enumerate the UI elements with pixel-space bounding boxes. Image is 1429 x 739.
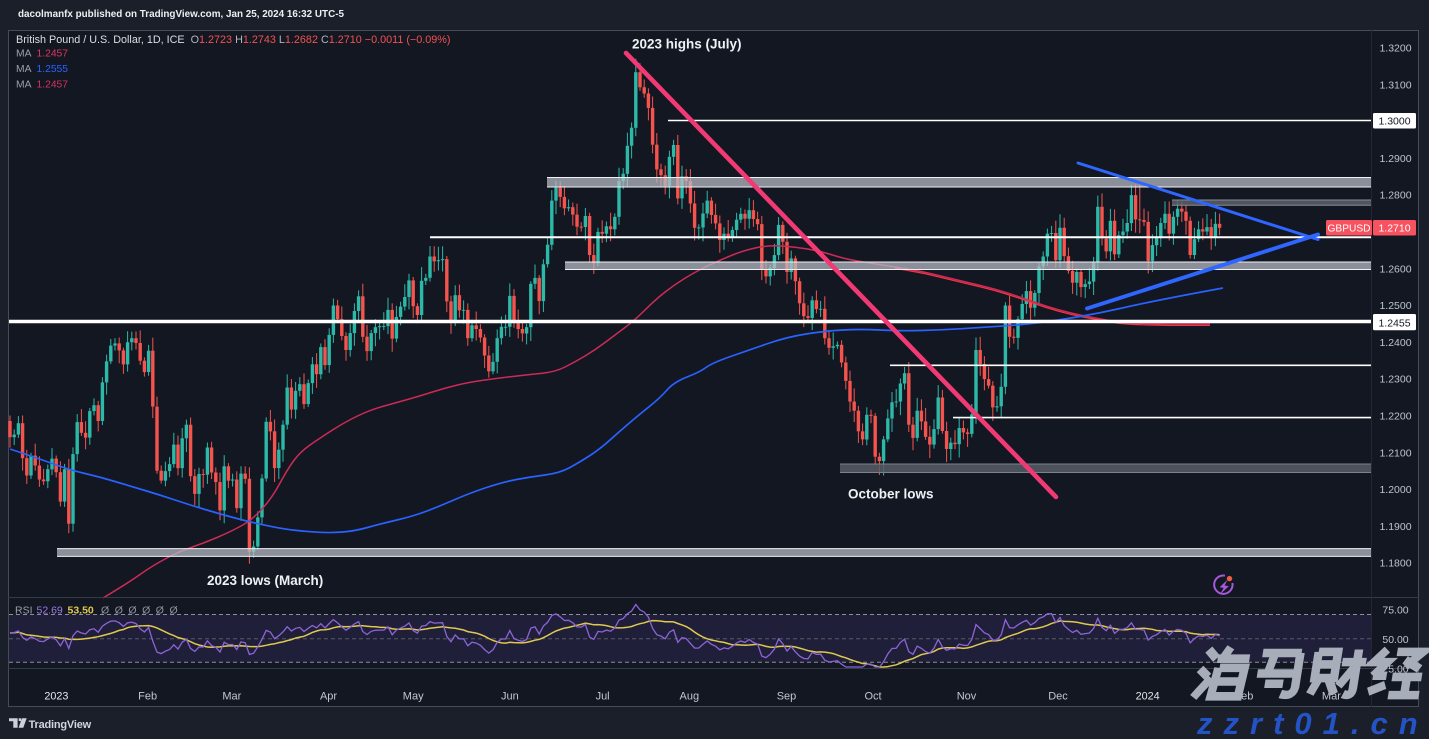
svg-text:TradingView: TradingView	[29, 719, 92, 731]
svg-text:1.2900: 1.2900	[1379, 153, 1411, 165]
svg-text:MA 1.2457: MA 1.2457	[16, 49, 68, 60]
svg-text:1.2600: 1.2600	[1379, 263, 1411, 275]
svg-text:52.69: 52.69	[37, 605, 63, 617]
svg-text:1.2000: 1.2000	[1379, 484, 1411, 496]
svg-text:zzrt01.cn: zzrt01.cn	[1196, 706, 1429, 739]
svg-text:Oct: Oct	[864, 691, 881, 703]
svg-text:1.3100: 1.3100	[1379, 79, 1411, 91]
svg-text:Ø: Ø	[128, 605, 136, 617]
svg-text:Ø: Ø	[142, 605, 150, 617]
svg-text:1.3000: 1.3000	[1378, 116, 1410, 128]
svg-text:MA 1.2457: MA 1.2457	[16, 80, 68, 91]
svg-text:Nov: Nov	[957, 691, 977, 703]
svg-text:Ø: Ø	[101, 605, 109, 617]
svg-text:May: May	[403, 691, 424, 703]
svg-text:1.2500: 1.2500	[1379, 300, 1411, 312]
svg-text:75.00: 75.00	[1382, 604, 1408, 616]
svg-text:1.2455: 1.2455	[1378, 317, 1410, 329]
svg-text:Jul: Jul	[596, 691, 610, 703]
svg-text:1.2100: 1.2100	[1379, 447, 1411, 459]
svg-text:Ø: Ø	[115, 605, 123, 617]
svg-text:50.00: 50.00	[1382, 634, 1408, 646]
svg-text:Mar: Mar	[1322, 691, 1341, 703]
svg-text:Ø: Ø	[170, 605, 178, 617]
svg-text:1.1800: 1.1800	[1379, 558, 1411, 570]
svg-text:Apr: Apr	[320, 691, 337, 703]
svg-text:RSI: RSI	[15, 605, 33, 617]
svg-text:Mar: Mar	[222, 691, 241, 703]
svg-text:1.3200: 1.3200	[1379, 43, 1411, 55]
svg-text:Ø: Ø	[156, 605, 164, 617]
svg-text:October lows: October lows	[848, 487, 934, 502]
svg-text:dacolmanfx published on Tradin: dacolmanfx published on TradingView.com,…	[18, 9, 344, 20]
svg-text:Feb: Feb	[138, 691, 157, 703]
svg-text:MA 1.2555: MA 1.2555	[16, 64, 68, 75]
svg-text:Aug: Aug	[680, 691, 700, 703]
svg-text:53.50: 53.50	[68, 605, 94, 617]
svg-text:2024: 2024	[1136, 691, 1160, 703]
svg-text:Jun: Jun	[501, 691, 519, 703]
svg-text:25.00: 25.00	[1382, 663, 1408, 675]
svg-text:1.2200: 1.2200	[1379, 411, 1411, 423]
svg-text:Sep: Sep	[777, 691, 797, 703]
svg-text:1.2710: 1.2710	[1378, 223, 1410, 235]
svg-text:1.2800: 1.2800	[1379, 190, 1411, 202]
svg-text:2023 highs (July): 2023 highs (July)	[632, 37, 742, 52]
svg-text:1.1900: 1.1900	[1379, 521, 1411, 533]
svg-text:1.2400: 1.2400	[1379, 337, 1411, 349]
svg-text:GBPUSD: GBPUSD	[1327, 224, 1370, 235]
svg-text:2023: 2023	[44, 691, 68, 703]
svg-text:British Pound / U.S. Dollar, 1: British Pound / U.S. Dollar, 1D, ICE O1.…	[16, 34, 450, 46]
svg-text:2023 lows (March): 2023 lows (March)	[207, 573, 323, 588]
svg-text:Dec: Dec	[1048, 691, 1068, 703]
svg-text:1.2300: 1.2300	[1379, 374, 1411, 386]
